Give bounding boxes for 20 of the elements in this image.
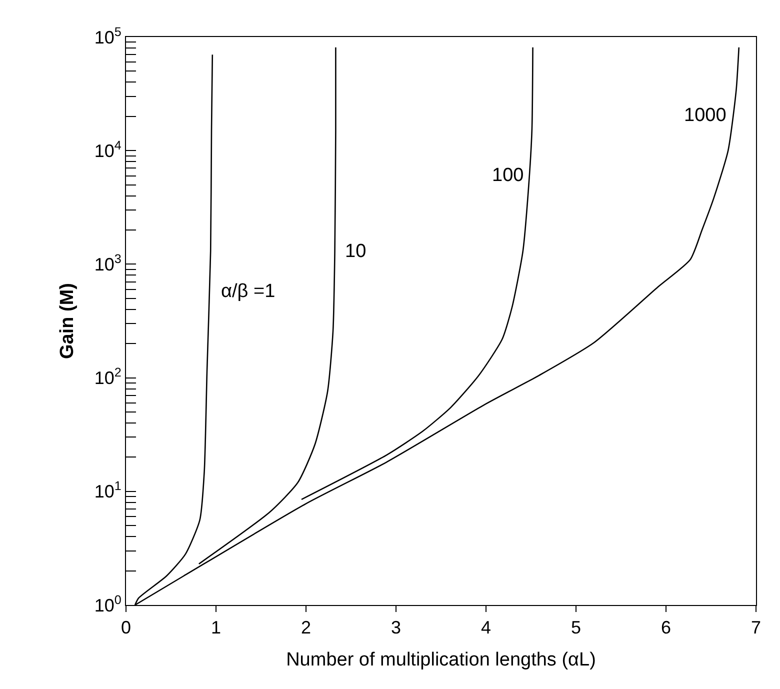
x-axis-title: Number of multiplication lengths (αL) xyxy=(286,649,596,670)
series-label: 1000 xyxy=(684,105,726,126)
x-tick-label: 2 xyxy=(300,618,312,638)
y-axis-title: Gain (M) xyxy=(57,283,78,359)
y-tick-label: 10$^{5}$ xyxy=(94,24,122,48)
x-tick-label: 5 xyxy=(570,618,582,638)
series-label: 10 xyxy=(345,241,366,262)
y-tick-label: 10$^{0}$ xyxy=(94,592,122,616)
x-tick-label: 0 xyxy=(120,618,132,638)
y-tick-label: 10$^{4}$ xyxy=(94,138,122,161)
series-label: 100 xyxy=(492,165,524,186)
x-tick-label: 6 xyxy=(660,618,672,638)
y-tick-label: 10$^{1}$ xyxy=(94,479,122,502)
y-tick-label: 10$^{3}$ xyxy=(94,252,122,274)
x-tick-label: 3 xyxy=(390,618,402,638)
y-tick-label: 10$^{2}$ xyxy=(94,366,122,388)
x-tick-label: 7 xyxy=(750,618,762,638)
x-tick-label: 1 xyxy=(210,618,222,638)
series-label: α/β =1 xyxy=(221,281,276,302)
x-tick-label: 4 xyxy=(480,618,492,638)
